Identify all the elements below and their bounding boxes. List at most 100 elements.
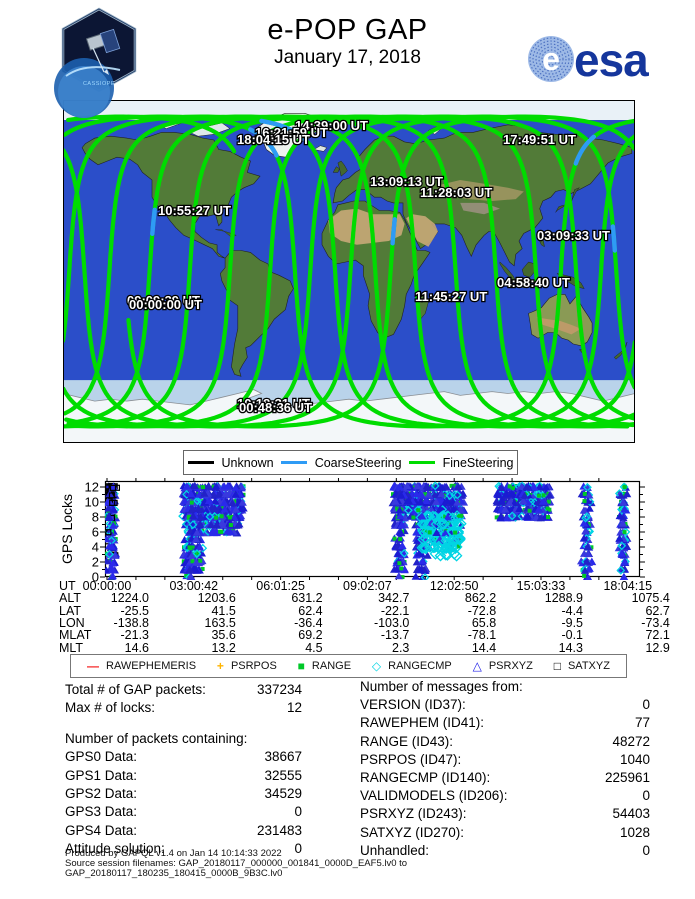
stats-label: RANGE (ID43):	[360, 733, 454, 749]
axis-value-cell: 12.9	[645, 640, 670, 655]
marker-psrxyz-triangle	[415, 549, 424, 557]
marker-rangecmp-diamond	[430, 481, 440, 491]
axis-value-cell: 13.2	[211, 640, 236, 655]
axis-value-cell: 342.7	[378, 591, 410, 606]
marker-range-square	[227, 515, 232, 520]
axis-row-lat: LAT -25.5 41.5 62.4 -22.1 -72.8 -4.4 62.7	[0, 603, 695, 618]
marker-psrxyz-triangle	[228, 499, 237, 507]
map-legend-item-finesteering: FineSteering	[408, 456, 513, 470]
axis-value-cell: -9.5	[561, 615, 583, 630]
axis-value-cell: -25.5	[120, 603, 150, 618]
ground-track-finesteering	[63, 114, 635, 429]
axis-value-cell: 14.3	[558, 640, 583, 655]
stats-row: Number of packets containing:	[65, 730, 305, 748]
stats-value: 38667	[264, 749, 302, 765]
map-pass-time-label: 00:00:00 UT	[129, 297, 202, 312]
marker-range-square	[190, 545, 195, 550]
y-axis-tick-label: 12	[85, 480, 99, 495]
legend-marker-glyph: —	[87, 659, 99, 673]
marker-psrxyz-triangle	[545, 491, 554, 499]
marker-psrxyz-triangle	[620, 558, 629, 566]
marker-range-square	[525, 491, 530, 496]
stats-label: GPS2 Data:	[65, 785, 138, 801]
marker-psrxyz-triangle	[210, 506, 220, 514]
stats-row: PSRPOS (ID47): 1040	[360, 751, 650, 769]
marker-range-square	[423, 492, 427, 497]
stats-row: RANGECMP (ID140): 225961	[360, 769, 650, 787]
marker-psrxyz-triangle	[109, 521, 118, 529]
stats-value: 12	[286, 700, 302, 716]
marker-range-square	[427, 530, 432, 535]
legend-label: RANGE	[311, 660, 352, 672]
marker-rangecmp-diamond	[435, 518, 448, 531]
marker-psrxyz-triangle	[108, 559, 118, 567]
marker-psrxyz-triangle	[396, 491, 406, 499]
stats-row: Attitude solution: 0	[65, 840, 305, 858]
stats-label: GPS0 Data:	[65, 749, 138, 765]
marker-psrxyz-triangle	[534, 505, 543, 513]
marker-psrxyz-triangle	[220, 505, 229, 513]
legend-line-swatch	[280, 461, 307, 464]
stats-row: Number of messages from:	[360, 678, 650, 696]
map-pass-time-label: 10:18:31 UT	[237, 396, 310, 411]
axis-value-cell: -21.3	[120, 628, 150, 643]
marker-psrxyz-triangle	[217, 519, 226, 527]
esa-logo: e esa	[528, 34, 650, 86]
marker-range-square	[391, 492, 395, 497]
marker-rangecmp-diamond	[454, 532, 466, 545]
marker-psrxyz-triangle	[393, 549, 402, 557]
marker-psrxyz-triangle	[424, 490, 433, 498]
marker-psrxyz-triangle	[522, 483, 531, 491]
marker-range-square	[220, 506, 225, 511]
marker-psrxyz-triangle	[501, 505, 510, 513]
marker-psrxyz-triangle	[585, 491, 594, 499]
marker-range-square	[455, 513, 460, 518]
marker-range-square	[196, 551, 201, 556]
marker-rangecmp-diamond	[438, 518, 450, 530]
stats-value: 0	[642, 697, 650, 713]
marker-psrxyz-triangle	[579, 506, 589, 514]
stats-row: Unhandled: 0	[360, 842, 650, 860]
marker-psrxyz-triangle	[105, 557, 111, 565]
axis-value-cell: 06:01:25	[256, 579, 305, 593]
marker-psrxyz-triangle	[188, 512, 198, 520]
marker-rangecmp-diamond	[424, 541, 436, 553]
marker-psrxyz-triangle	[515, 504, 524, 512]
map-pass-time-label: 13:09:13 UT	[370, 174, 443, 189]
esa-globe-e: e	[542, 41, 560, 77]
marker-psrxyz-triangle	[501, 490, 510, 498]
marker-rangecmp-diamond	[439, 542, 452, 554]
stats-label: GPS3 Data:	[65, 804, 138, 820]
marker-psrxyz-triangle	[417, 512, 427, 520]
footer-line-produced: Produced by GAPQL v1.4 on Jan 14 10:14:3…	[65, 848, 282, 859]
marker-rangecmp-diamond	[421, 533, 434, 546]
marker-psrxyz-triangle	[220, 498, 229, 506]
axis-value-cell: 35.6	[211, 628, 236, 643]
stats-row: VERSION (ID37): 0	[360, 696, 650, 714]
legend-label: RANGECMP	[388, 660, 452, 672]
marker-psrxyz-triangle	[579, 534, 589, 542]
marker-psrxyz-triangle	[519, 497, 528, 505]
marker-psrxyz-triangle	[616, 491, 626, 499]
marker-psrxyz-triangle	[191, 535, 201, 543]
mission-patch-text: CASSIOPE	[83, 81, 115, 87]
axis-row-alt: ALT 1224.0 1203.6 631.2 342.7 862.2 1288.9 1075…	[0, 591, 695, 606]
marker-psrxyz-triangle	[421, 496, 431, 504]
marker-psrxyz-triangle	[431, 497, 441, 506]
marker-rangecmp-diamond	[418, 541, 431, 554]
map-pass-time-label: 11:45:27 UT	[415, 289, 487, 304]
stats-value: 77	[634, 715, 650, 731]
marker-psrxyz-triangle	[105, 513, 114, 521]
stats-value: 54403	[612, 806, 650, 822]
marker-psrxyz-triangle	[192, 528, 202, 536]
stats-row: RANGE (ID43): 48272	[360, 733, 650, 751]
legend-label: PSRXYZ	[488, 660, 533, 672]
marker-psrxyz-triangle	[583, 549, 593, 558]
marker-rangecmp-diamond	[450, 540, 463, 553]
marker-psrxyz-triangle	[396, 512, 405, 520]
axis-row-lon: LON -138.8 163.5 -36.4 -103.0 65.8 -9.5 -73.4	[0, 615, 695, 630]
marker-psrxyz-triangle	[438, 483, 447, 491]
marker-rangecmp-diamond	[417, 533, 430, 546]
marker-range-square	[392, 536, 397, 541]
